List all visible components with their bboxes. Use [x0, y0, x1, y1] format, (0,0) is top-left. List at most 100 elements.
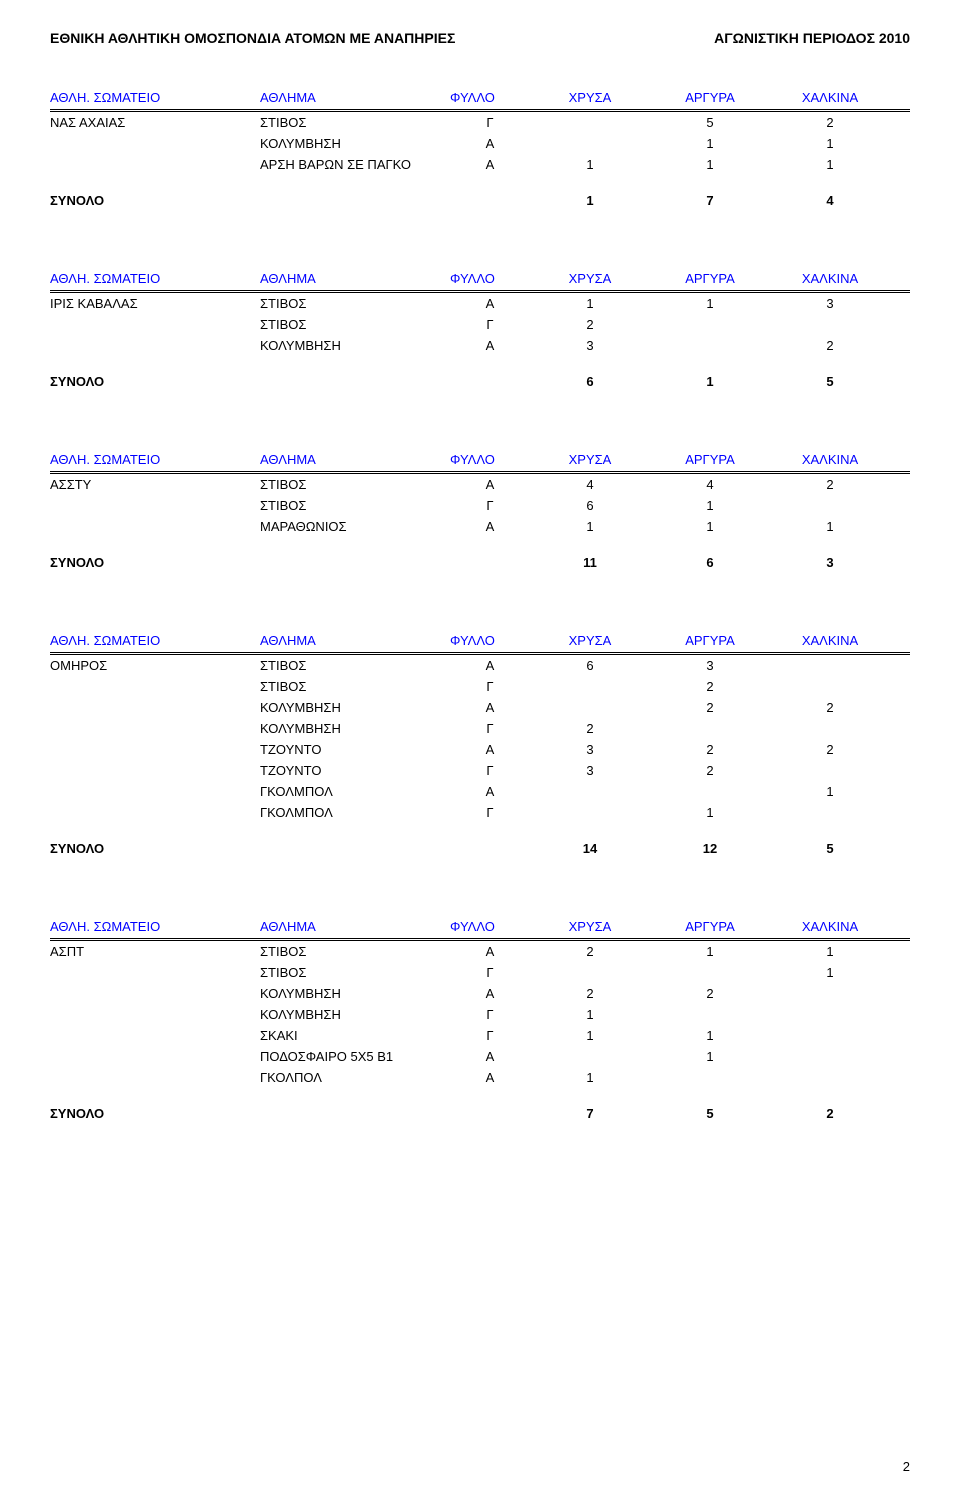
cell: [50, 136, 260, 151]
cell: ΣΤΙΒΟΣ: [260, 658, 450, 673]
cell: 1: [650, 519, 770, 534]
cell: [530, 1049, 650, 1064]
cell: Γ: [450, 679, 530, 694]
cell: ΑΣΠΤ: [50, 944, 260, 959]
column-header: ΑΘΛΗ. ΣΩΜΑΤΕΙΟ: [50, 633, 260, 648]
cell: [770, 1028, 890, 1043]
cell: Α: [450, 700, 530, 715]
column-header: ΧΑΛΚΙΝΑ: [770, 271, 890, 286]
total-cell: 11: [530, 555, 650, 570]
cell: [770, 1070, 890, 1085]
cell: 3: [770, 296, 890, 311]
header-left: ΕΘΝΙΚΗ ΑΘΛΗΤΙΚΗ ΟΜΟΣΠΟΝΔΙΑ ΑΤΟΜΩΝ ΜΕ ΑΝΑ…: [50, 30, 455, 46]
table-row: ΣΚΑΚΙΓ11: [50, 1025, 910, 1046]
table-row: ΑΣΣΤΥΣΤΙΒΟΣΑ442: [50, 474, 910, 495]
section-header: ΑΘΛΗ. ΣΩΜΑΤΕΙΟΑΘΛΗΜΑΦΥΛΛΟΧΡΥΣΑΑΡΓΥΡΑΧΑΛΚ…: [50, 267, 910, 293]
total-label: ΣΥΝΟΛΟ: [50, 1106, 260, 1121]
content: ΑΘΛΗ. ΣΩΜΑΤΕΙΟΑΘΛΗΜΑΦΥΛΛΟΧΡΥΣΑΑΡΓΥΡΑΧΑΛΚ…: [50, 86, 910, 1125]
cell: 1: [770, 519, 890, 534]
cell: [50, 519, 260, 534]
cell: [50, 1007, 260, 1022]
cell: ΚΟΛΥΜΒΗΣΗ: [260, 986, 450, 1001]
total-row: ΣΥΝΟΛΟ752: [50, 1096, 910, 1125]
cell: Α: [450, 136, 530, 151]
total-cell: 2: [770, 1106, 890, 1121]
cell: 2: [530, 944, 650, 959]
cell: Γ: [450, 721, 530, 736]
cell: ΓΚΟΛΜΠΟΛ: [260, 784, 450, 799]
column-header: ΧΡΥΣΑ: [530, 919, 650, 934]
header-right: ΑΓΩΝΙΣΤΙΚΗ ΠΕΡΙΟΔΟΣ 2010: [714, 30, 910, 46]
page-header: ΕΘΝΙΚΗ ΑΘΛΗΤΙΚΗ ΟΜΟΣΠΟΝΔΙΑ ΑΤΟΜΩΝ ΜΕ ΑΝΑ…: [50, 30, 910, 46]
cell: ΤΖΟΥΝΤΟ: [260, 742, 450, 757]
cell: [650, 338, 770, 353]
cell: 2: [770, 115, 890, 130]
cell: [50, 338, 260, 353]
section: ΑΘΛΗ. ΣΩΜΑΤΕΙΟΑΘΛΗΜΑΦΥΛΛΟΧΡΥΣΑΑΡΓΥΡΑΧΑΛΚ…: [50, 86, 910, 212]
table-row: ΚΟΛΥΜΒΗΣΗΑ11: [50, 133, 910, 154]
section-header: ΑΘΛΗ. ΣΩΜΑΤΕΙΟΑΘΛΗΜΑΦΥΛΛΟΧΡΥΣΑΑΡΓΥΡΑΧΑΛΚ…: [50, 915, 910, 941]
cell: Γ: [450, 115, 530, 130]
cell: ΣΤΙΒΟΣ: [260, 477, 450, 492]
cell: [50, 1049, 260, 1064]
cell: 1: [650, 296, 770, 311]
cell: [50, 986, 260, 1001]
column-header: ΧΑΛΚΙΝΑ: [770, 90, 890, 105]
table-row: ΚΟΛΥΜΒΗΣΗΑ22: [50, 983, 910, 1004]
cell: 2: [650, 679, 770, 694]
cell: 1: [650, 944, 770, 959]
table-row: ΚΟΛΥΜΒΗΣΗΓ2: [50, 718, 910, 739]
cell: ΣΚΑΚΙ: [260, 1028, 450, 1043]
cell: 3: [650, 658, 770, 673]
cell: 2: [530, 986, 650, 1001]
cell: ΤΖΟΥΝΤΟ: [260, 763, 450, 778]
section-header: ΑΘΛΗ. ΣΩΜΑΤΕΙΟΑΘΛΗΜΑΦΥΛΛΟΧΡΥΣΑΑΡΓΥΡΑΧΑΛΚ…: [50, 86, 910, 112]
cell: 2: [770, 700, 890, 715]
section-header: ΑΘΛΗ. ΣΩΜΑΤΕΙΟΑΘΛΗΜΑΦΥΛΛΟΧΡΥΣΑΑΡΓΥΡΑΧΑΛΚ…: [50, 448, 910, 474]
cell: ΚΟΛΥΜΒΗΣΗ: [260, 1007, 450, 1022]
table-row: ΜΑΡΑΘΩΝΙΟΣΑ111: [50, 516, 910, 537]
cell: [50, 721, 260, 736]
cell: [770, 805, 890, 820]
cell: Γ: [450, 1028, 530, 1043]
total-cell: 1: [530, 193, 650, 208]
cell: ΓΚΟΛΠΟΛ: [260, 1070, 450, 1085]
cell: [530, 805, 650, 820]
cell: [770, 679, 890, 694]
cell: ΣΤΙΒΟΣ: [260, 498, 450, 513]
cell: ΜΑΡΑΘΩΝΙΟΣ: [260, 519, 450, 534]
total-cell: 6: [650, 555, 770, 570]
cell: Α: [450, 296, 530, 311]
total-cell: 7: [650, 193, 770, 208]
cell: [770, 1049, 890, 1064]
cell: 1: [770, 157, 890, 172]
cell: ΠΟΔΟΣΦΑΙΡΟ 5Χ5 Β1: [260, 1049, 450, 1064]
total-row: ΣΥΝΟΛΟ615: [50, 364, 910, 393]
cell: [50, 317, 260, 332]
column-header: ΑΘΛΗ. ΣΩΜΑΤΕΙΟ: [50, 919, 260, 934]
cell: ΓΚΟΛΜΠΟΛ: [260, 805, 450, 820]
cell: 1: [770, 944, 890, 959]
section: ΑΘΛΗ. ΣΩΜΑΤΕΙΟΑΘΛΗΜΑΦΥΛΛΟΧΡΥΣΑΑΡΓΥΡΑΧΑΛΚ…: [50, 448, 910, 574]
total-label: ΣΥΝΟΛΟ: [50, 374, 260, 389]
cell: [50, 763, 260, 778]
column-header: ΦΥΛΛΟ: [450, 271, 530, 286]
column-header: ΧΡΥΣΑ: [530, 271, 650, 286]
cell: ΑΡΣΗ ΒΑΡΩΝ ΣΕ ΠΑΓΚΟ: [260, 157, 450, 172]
cell: [530, 965, 650, 980]
cell: 2: [770, 742, 890, 757]
cell: 3: [530, 763, 650, 778]
cell: [50, 784, 260, 799]
cell: 1: [530, 157, 650, 172]
cell: ΚΟΛΥΜΒΗΣΗ: [260, 136, 450, 151]
total-row: ΣΥΝΟΛΟ174: [50, 183, 910, 212]
cell: 2: [530, 317, 650, 332]
cell: Α: [450, 742, 530, 757]
table-row: ΚΟΛΥΜΒΗΣΗΑ22: [50, 697, 910, 718]
table-row: ΠΟΔΟΣΦΑΙΡΟ 5Χ5 Β1Α1: [50, 1046, 910, 1067]
cell: [770, 721, 890, 736]
cell: Α: [450, 157, 530, 172]
cell: Α: [450, 944, 530, 959]
column-header: ΑΡΓΥΡΑ: [650, 90, 770, 105]
total-cell: 5: [770, 374, 890, 389]
